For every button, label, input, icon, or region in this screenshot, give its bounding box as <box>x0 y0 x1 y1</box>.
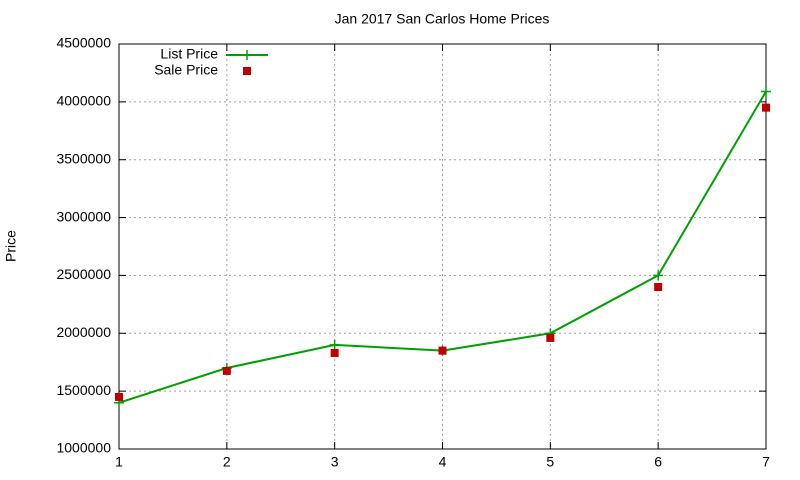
plot-border <box>118 43 767 450</box>
x-tick-label: 3 <box>331 454 339 470</box>
legend-marker <box>242 50 252 60</box>
y-tick-label: 1500000 <box>56 382 111 398</box>
data-point <box>653 270 664 281</box>
data-point <box>115 392 123 401</box>
chart-title: Jan 2017 San Carlos Home Prices <box>335 11 550 27</box>
y-tick-label: 1000000 <box>56 440 111 456</box>
data-point <box>222 366 231 375</box>
data-point <box>546 333 555 342</box>
data-point <box>330 348 339 357</box>
legend-label: Sale Price <box>154 62 218 78</box>
y-tick-label: 4000000 <box>56 93 111 109</box>
x-tick-label: 6 <box>654 454 662 470</box>
y-axis-label: Price <box>3 230 19 262</box>
x-tick-label: 7 <box>762 454 770 470</box>
x-tick-label: 2 <box>223 454 231 470</box>
data-point <box>654 283 663 291</box>
x-tick-label: 1 <box>115 454 123 470</box>
data-point <box>329 339 340 350</box>
data-point <box>762 103 770 112</box>
legend-marker <box>243 67 251 75</box>
y-tick-label: 2000000 <box>56 324 111 340</box>
y-tick-label: 4500000 <box>56 35 111 51</box>
x-tick-label: 5 <box>546 454 554 470</box>
data-point <box>761 86 771 97</box>
x-tick-label: 4 <box>439 454 447 470</box>
legend-label: List Price <box>160 46 218 62</box>
y-tick-label: 3000000 <box>56 208 111 224</box>
data-point <box>438 346 447 355</box>
series-line <box>118 90 767 404</box>
y-tick-label: 3500000 <box>56 150 111 166</box>
y-tick-label: 2500000 <box>56 266 111 282</box>
